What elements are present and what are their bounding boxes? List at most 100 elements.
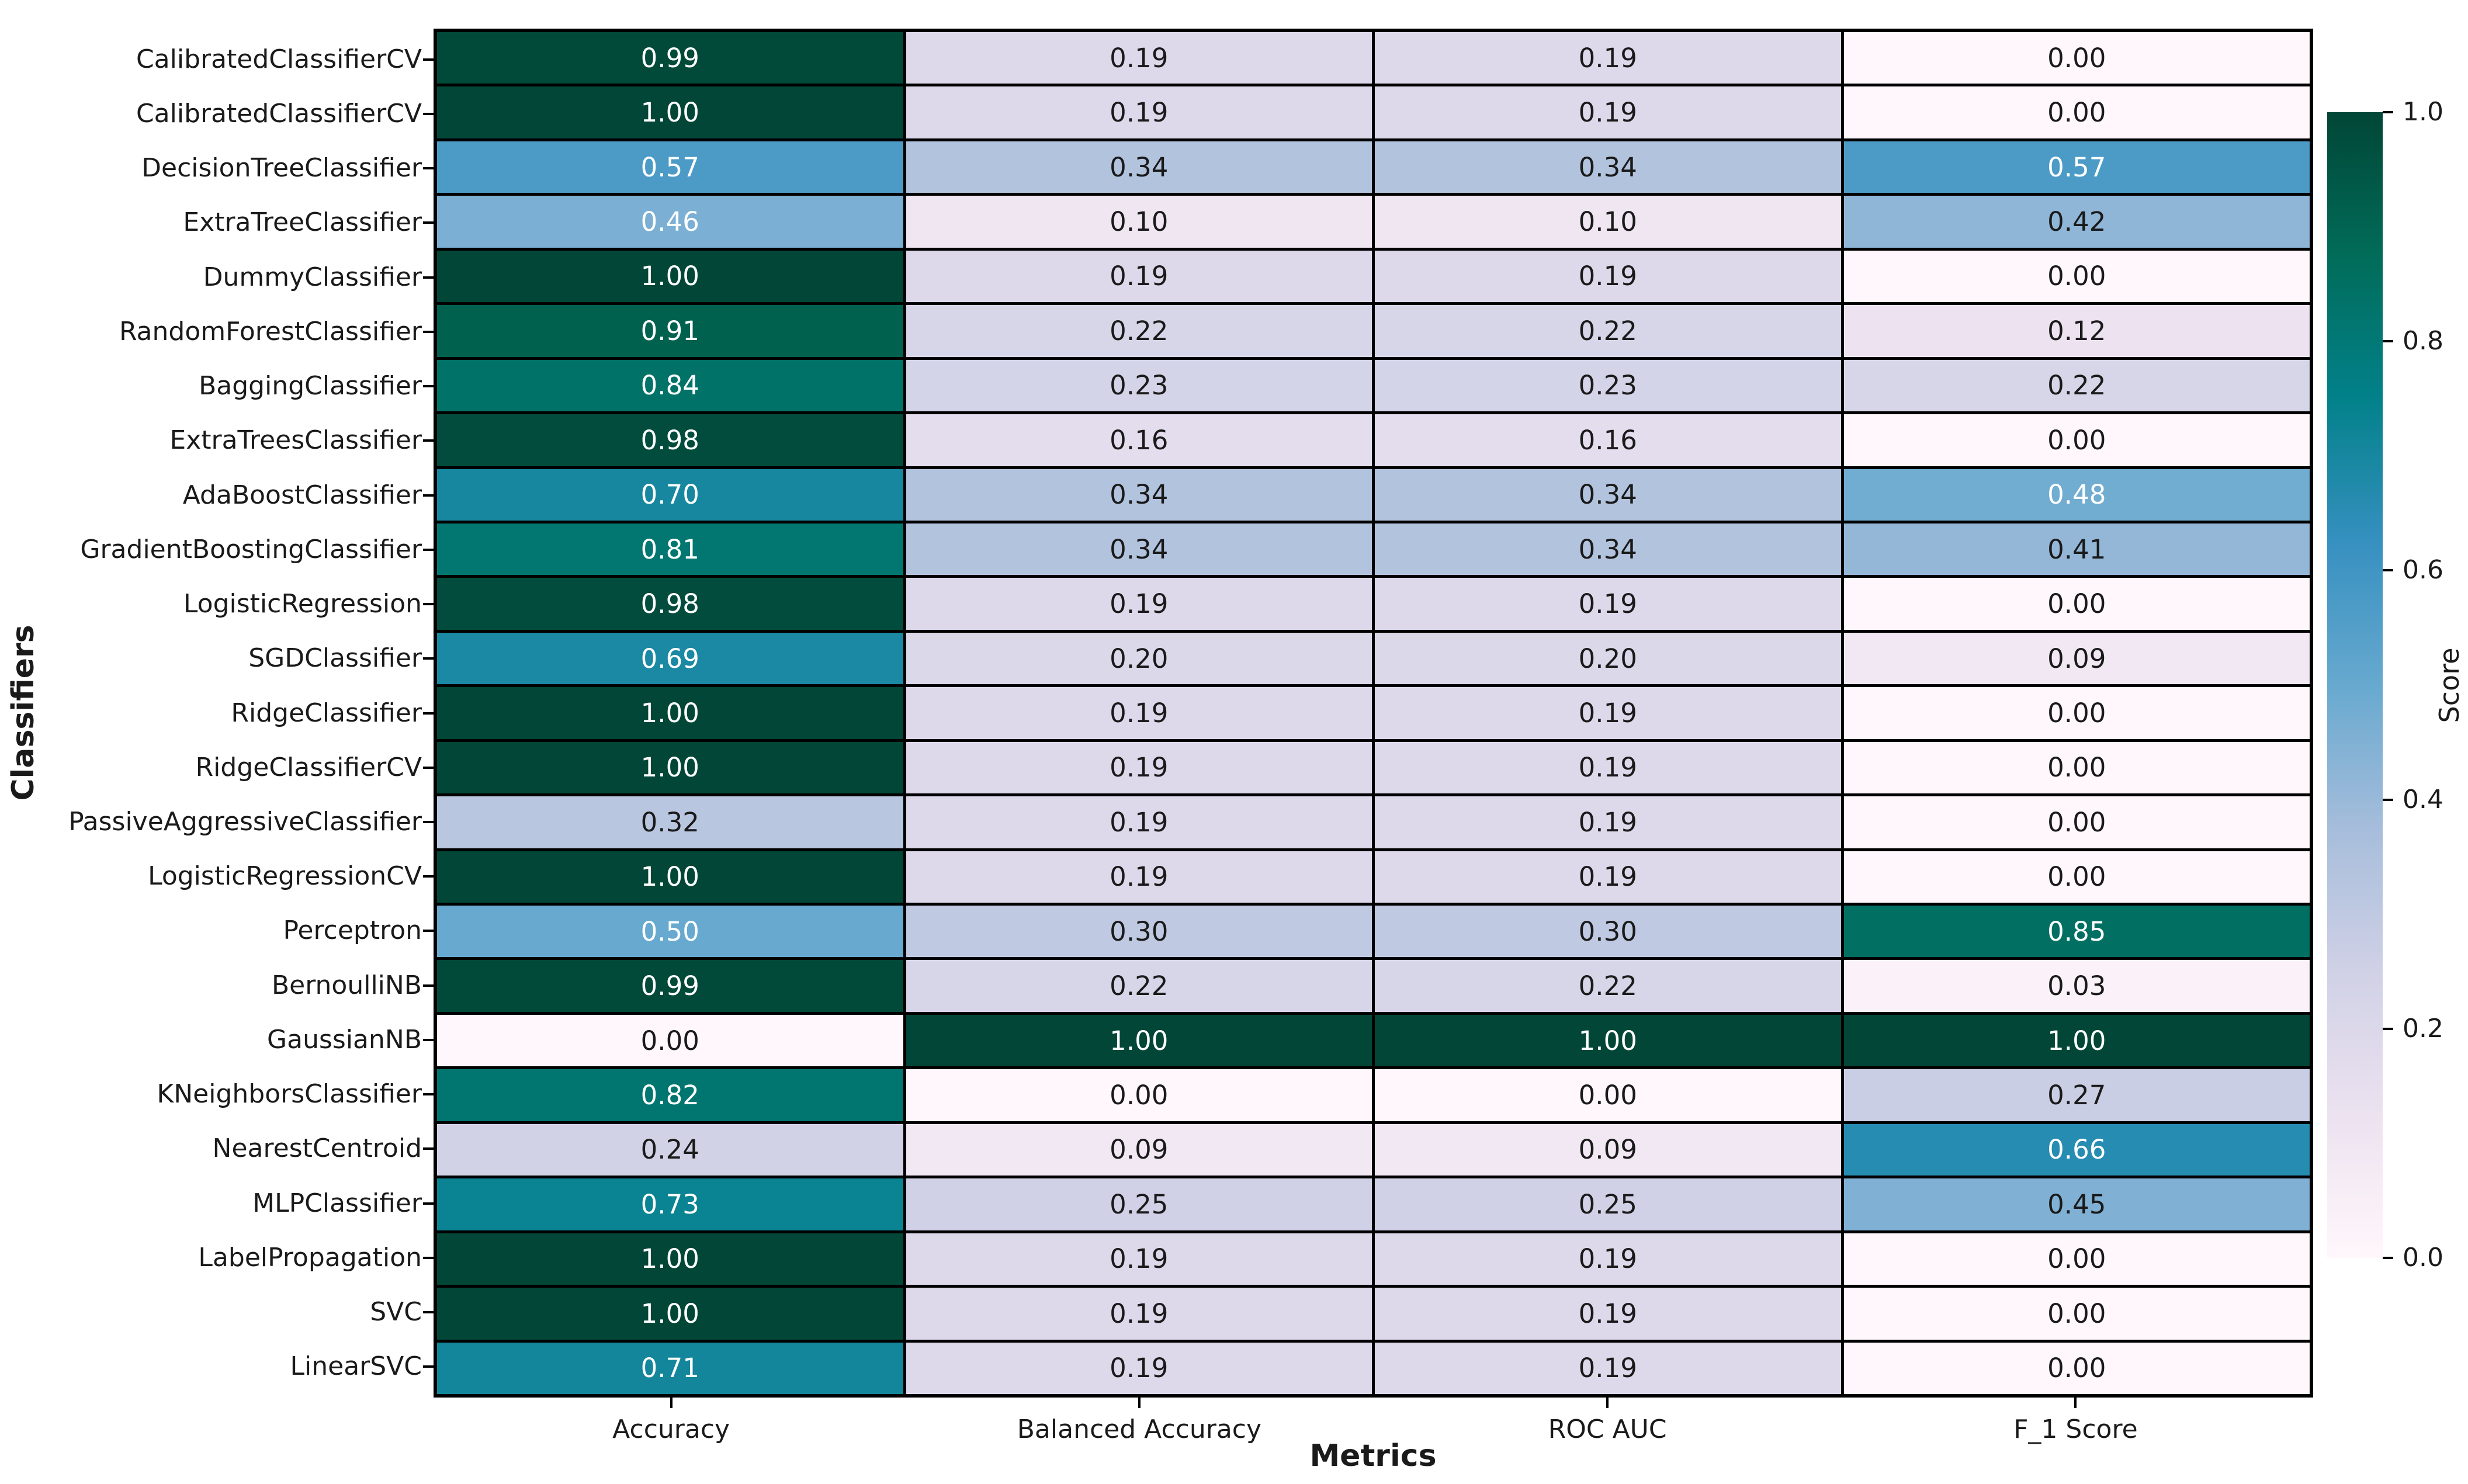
- y-tick-label: ExtraTreesClassifier: [169, 425, 422, 456]
- heatmap-cell: 0.10: [1375, 196, 1841, 248]
- heatmap-cell: 1.00: [437, 687, 903, 739]
- heatmap-cell: 0.32: [437, 796, 903, 848]
- heatmap-cell: 0.98: [437, 578, 903, 630]
- heatmap-cell: 0.19: [906, 796, 1372, 848]
- heatmap-cell: 0.70: [437, 469, 903, 521]
- heatmap-cell: 0.34: [906, 523, 1372, 575]
- heatmap-cell: 0.24: [437, 1124, 903, 1176]
- y-tick-label: SGDClassifier: [248, 643, 422, 674]
- y-tick-label: RidgeClassifierCV: [195, 752, 422, 782]
- heatmap-cell: 1.00: [906, 1014, 1372, 1067]
- heatmap-cell: 0.00: [1843, 851, 2310, 903]
- heatmap-cell: 0.57: [1843, 141, 2310, 193]
- colorbar-tick-mark: [2383, 569, 2393, 572]
- heatmap-cell: 0.19: [906, 86, 1372, 138]
- heatmap-cell: 0.23: [1375, 359, 1841, 412]
- heatmap-cell: 0.19: [906, 687, 1372, 739]
- x-tick-label: Balanced Accuracy: [1017, 1414, 1262, 1444]
- heatmap-cell: 0.00: [906, 1069, 1372, 1121]
- x-tick-mark: [2074, 1398, 2077, 1408]
- y-tick-label: MLPClassifier: [252, 1188, 422, 1218]
- heatmap-cell: 0.85: [1843, 906, 2310, 958]
- y-tick-label: BaggingClassifier: [199, 371, 422, 401]
- heatmap-cell: 0.19: [906, 1233, 1372, 1285]
- colorbar-tick-label: 0.2: [2403, 1013, 2443, 1043]
- y-tick-mark: [423, 712, 434, 715]
- colorbar-tick-mark: [2383, 1027, 2393, 1030]
- heatmap-cell: 0.19: [1375, 32, 1841, 84]
- y-tick-mark: [423, 1311, 434, 1314]
- heatmap-cell: 0.12: [1843, 305, 2310, 357]
- colorbar-tick-label: 1.0: [2403, 97, 2443, 127]
- heatmap-cell: 1.00: [1843, 1014, 2310, 1067]
- y-tick-mark: [423, 875, 434, 878]
- heatmap-cell: 0.34: [1375, 469, 1841, 521]
- heatmap-cell: 0.00: [1843, 86, 2310, 138]
- colorbar-tick-mark: [2383, 111, 2393, 113]
- heatmap-cell: 0.45: [1843, 1178, 2310, 1230]
- y-tick-mark: [423, 548, 434, 551]
- heatmap-cell: 0.19: [1375, 741, 1841, 794]
- colorbar-label: Score: [2434, 647, 2465, 723]
- heatmap-cell: 1.00: [437, 86, 903, 138]
- heatmap-cell: 0.19: [1375, 796, 1841, 848]
- x-tick-label: ROC AUC: [1548, 1414, 1667, 1444]
- y-tick-mark: [423, 330, 434, 333]
- heatmap-cell: 0.00: [1843, 578, 2310, 630]
- y-tick-label: DummyClassifier: [203, 262, 422, 292]
- x-tick-label: F_1 Score: [2013, 1414, 2138, 1444]
- heatmap-cell: 0.19: [1375, 1342, 1841, 1394]
- heatmap-cell: 0.99: [437, 960, 903, 1012]
- y-tick-label: RandomForestClassifier: [119, 316, 422, 346]
- y-tick-label: LabelPropagation: [198, 1242, 422, 1273]
- y-tick-mark: [423, 1093, 434, 1096]
- heatmap-cell: 0.09: [906, 1124, 1372, 1176]
- heatmap-cell: 0.22: [1843, 359, 2310, 412]
- heatmap-cell: 0.20: [1375, 632, 1841, 685]
- heatmap-cell: 0.00: [1843, 741, 2310, 794]
- y-tick-label: NearestCentroid: [212, 1133, 422, 1164]
- heatmap-cell: 1.00: [437, 1233, 903, 1285]
- heatmap-cell: 0.98: [437, 414, 903, 466]
- heatmap-cell: 0.00: [1843, 1233, 2310, 1285]
- heatmap-cell: 0.34: [906, 469, 1372, 521]
- heatmap-cell: 0.71: [437, 1342, 903, 1394]
- heatmap-cell: 0.00: [1843, 1288, 2310, 1340]
- y-tick-label: LogisticRegressionCV: [148, 861, 422, 892]
- y-tick-mark: [423, 494, 434, 497]
- y-tick-mark: [423, 167, 434, 170]
- heatmap-cell: 0.69: [437, 632, 903, 685]
- heatmap-cell: 0.66: [1843, 1124, 2310, 1176]
- y-tick-mark: [423, 766, 434, 769]
- heatmap-cell: 0.00: [1843, 32, 2310, 84]
- heatmap-cell: 0.19: [1375, 250, 1841, 303]
- y-tick-label: Perceptron: [283, 916, 422, 946]
- heatmap-cell: 0.19: [906, 32, 1372, 84]
- heatmap-cell: 1.00: [437, 250, 903, 303]
- colorbar-tick-label: 0.6: [2403, 555, 2443, 585]
- heatmap-cell: 0.19: [906, 1288, 1372, 1340]
- y-tick-label: SVC: [370, 1297, 422, 1327]
- y-tick-label: RidgeClassifier: [231, 698, 422, 728]
- heatmap-cell: 1.00: [1375, 1014, 1841, 1067]
- y-tick-label: GaussianNB: [267, 1024, 422, 1055]
- heatmap-cell: 0.41: [1843, 523, 2310, 575]
- heatmap-cell: 0.19: [1375, 687, 1841, 739]
- y-tick-label: PassiveAggressiveClassifier: [68, 806, 422, 837]
- heatmap-cell: 0.19: [1375, 851, 1841, 903]
- heatmap-cell: 0.34: [906, 141, 1372, 193]
- y-tick-label: BernoulliNB: [271, 970, 422, 1000]
- heatmap-cell: 0.19: [906, 578, 1372, 630]
- y-tick-label: AdaBoostClassifier: [182, 480, 422, 510]
- y-tick-label: LogisticRegression: [183, 589, 422, 619]
- y-tick-label: ExtraTreeClassifier: [183, 207, 422, 238]
- y-tick-mark: [423, 603, 434, 606]
- x-tick-mark: [1138, 1398, 1141, 1408]
- x-tick-mark: [670, 1398, 673, 1408]
- heatmap-cell: 0.10: [906, 196, 1372, 248]
- heatmap-cell: 0.16: [906, 414, 1372, 466]
- y-tick-mark: [423, 385, 434, 388]
- y-tick-label: CalibratedClassifierCV: [136, 98, 422, 129]
- colorbar-tick-label: 0.0: [2403, 1243, 2443, 1273]
- y-tick-label: LinearSVC: [290, 1351, 422, 1382]
